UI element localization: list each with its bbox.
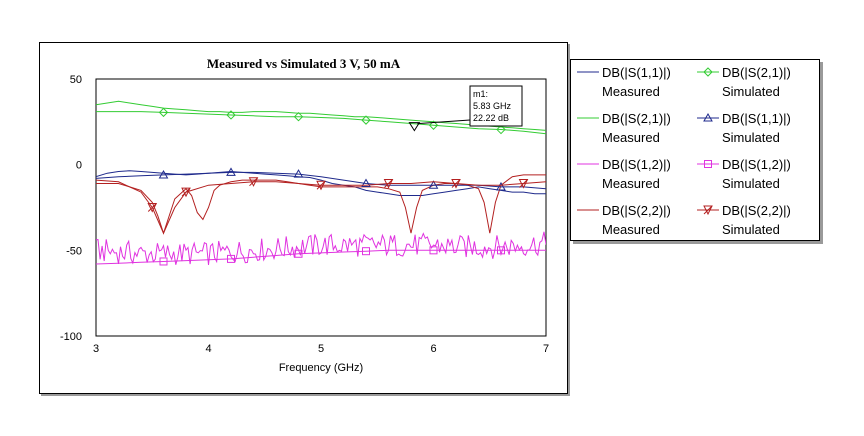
marker-m1-y: 22.22 dB	[473, 113, 509, 123]
y-tick-label: -50	[66, 245, 82, 257]
legend-entry-name: DB(|S(2,1)|)	[722, 65, 791, 80]
plot-svg: 50 0 -50 -100 3 4 5 6 7 Frequency (GHz) m1: 5.83 GH…	[60, 74, 549, 374]
legend-svg: DB(|S(1,1)|) Measured DB(|S(2,1)|) Simulate…	[577, 65, 791, 237]
data-point	[181, 187, 191, 198]
legend-marker-shape	[703, 67, 713, 77]
data-point	[147, 203, 158, 213]
data-point	[496, 124, 506, 135]
y-tick-label: 0	[76, 160, 82, 172]
data-point-cross	[316, 180, 326, 190]
legend-entry-name: DB(|S(1,2)|)	[722, 157, 791, 172]
x-tick-label: 7	[543, 343, 549, 355]
data-point	[451, 179, 461, 189]
legend-entry-sub: Measured	[602, 130, 660, 145]
data-point	[226, 167, 236, 176]
legend-entry-sub: Measured	[602, 84, 660, 99]
legend-entry-sub: Measured	[602, 176, 660, 191]
legend-entry-sub: Measured	[602, 222, 660, 237]
chart-panel: Measured vs Simulated 3 V, 50 mA 50 0 -50 -…	[39, 42, 568, 394]
series-line	[96, 111, 546, 135]
marker-m1-box	[469, 85, 523, 127]
legend-marker-shape-cross	[703, 205, 713, 215]
data-point	[497, 246, 505, 255]
data-point	[428, 180, 439, 189]
marker-m1-name: m1:	[473, 89, 488, 99]
legend-marker	[703, 112, 713, 122]
data-point	[361, 115, 371, 125]
legend-marker-shape	[703, 205, 713, 216]
data-point	[158, 169, 169, 179]
data-point	[429, 246, 438, 255]
data-point	[316, 180, 326, 191]
x-tick-label: 3	[93, 343, 99, 355]
data-point	[361, 178, 371, 188]
x-tick-label: 6	[430, 343, 436, 355]
marker-m1-symbol	[408, 122, 421, 132]
x-axis-label: Frequency (GHz)	[279, 362, 363, 374]
data-point	[248, 177, 259, 187]
series-line	[96, 179, 546, 235]
data-point-cross	[147, 203, 157, 212]
series-line	[96, 170, 546, 196]
marker-m1-x: 5.83 GHz	[473, 101, 512, 111]
legend-marker-shape	[703, 112, 713, 122]
legend-entry-name: DB(|S(2,1)|)	[602, 111, 671, 126]
data-point	[518, 179, 529, 189]
x-tick-label: 4	[205, 343, 211, 355]
series-line	[96, 174, 546, 235]
series-group	[96, 100, 546, 266]
legend-marker	[704, 160, 712, 168]
legend-panel: DB(|S(1,1)|) Measured DB(|S(2,1)|) Simulate…	[570, 59, 820, 241]
data-point	[293, 169, 304, 178]
legend-entry-name: DB(|S(1,1)|)	[722, 111, 791, 126]
data-point-cross	[181, 187, 191, 197]
data-point	[159, 257, 168, 266]
series-line	[96, 171, 546, 190]
data-point	[383, 179, 394, 189]
data-point-cross	[249, 177, 258, 187]
legend-entry-name: DB(|S(2,2)|)	[602, 203, 671, 218]
legend-entry-sub: Simulated	[722, 84, 780, 99]
marker-m1-leader	[417, 119, 471, 125]
data-point	[294, 249, 303, 258]
data-point-cross	[384, 179, 393, 188]
legend-marker	[703, 67, 713, 77]
y-tick-label: 50	[70, 74, 82, 86]
legend-entry-sub: Simulated	[722, 222, 780, 237]
series-line	[96, 249, 546, 265]
legend-entry-name: DB(|S(1,2)|)	[602, 157, 671, 172]
legend-entry-name: DB(|S(1,1)|)	[602, 65, 671, 80]
legend-entry-sub: Simulated	[722, 130, 780, 145]
data-point	[496, 181, 506, 191]
data-point	[293, 111, 304, 122]
legend-entry-name: DB(|S(2,2)|)	[722, 203, 791, 218]
data-point	[158, 107, 169, 118]
x-tick-label: 5	[318, 343, 324, 355]
legend-entry-sub: Simulated	[722, 176, 780, 191]
legend-marker	[703, 205, 713, 216]
data-point	[226, 110, 236, 120]
data-point	[428, 120, 439, 130]
chart-title: Measured vs Simulated 3 V, 50 mA	[206, 56, 401, 71]
data-point	[362, 247, 370, 256]
data-point	[227, 254, 235, 263]
legend-marker-shape	[704, 160, 712, 168]
data-point-cross	[519, 179, 528, 188]
data-point-cross	[451, 179, 461, 188]
y-tick-label: -100	[60, 331, 82, 343]
